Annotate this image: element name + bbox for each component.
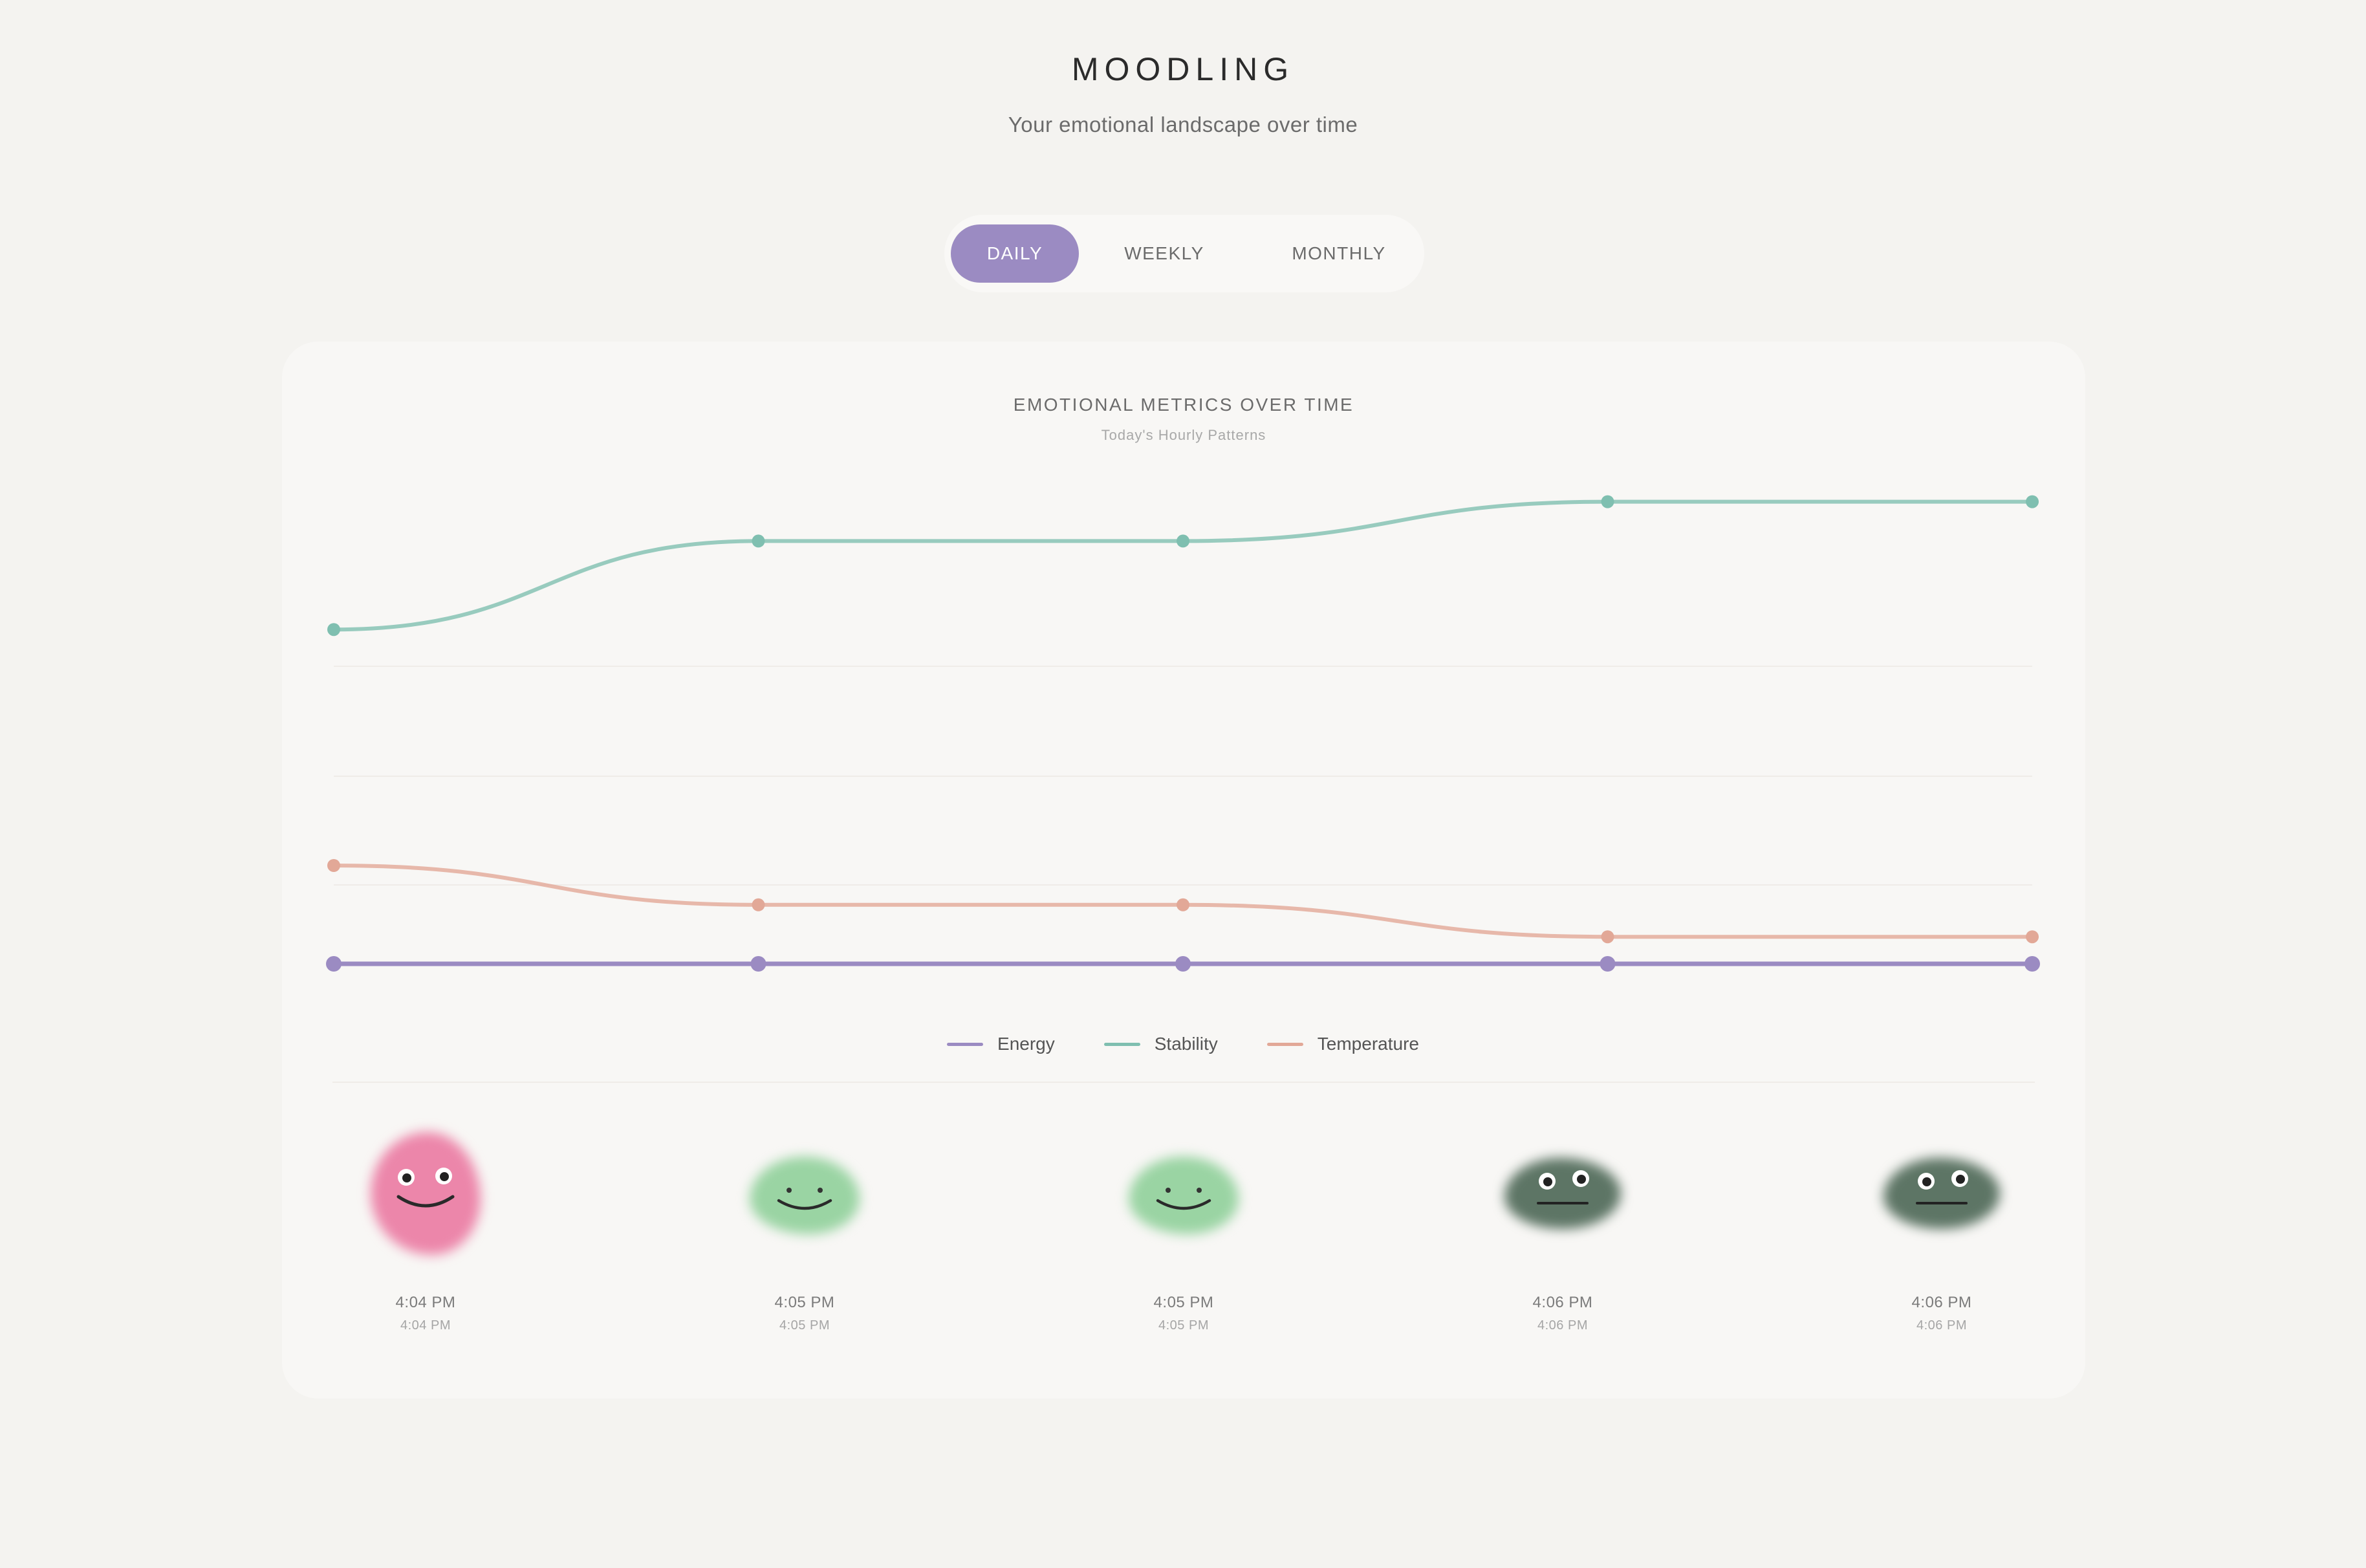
- legend-label-energy: Energy: [997, 1034, 1055, 1054]
- legend-label-stability: Stability: [1154, 1034, 1218, 1054]
- mood-blob: [1129, 1157, 1239, 1234]
- chart-subtitle: Today's Hourly Patterns: [1101, 427, 1266, 443]
- data-point-stability[interactable]: [1177, 534, 1189, 548]
- mood-time: 4:05 PM: [774, 1294, 835, 1311]
- mood-time: 4:06 PM: [1532, 1294, 1593, 1311]
- tab-weekly[interactable]: WEEKLY: [1124, 243, 1204, 263]
- mood-time: 4:06 PM: [1911, 1294, 1972, 1311]
- mood-blob: [371, 1132, 481, 1255]
- chart-series: [326, 495, 2040, 972]
- mood-entry[interactable]: 4:04 PM 4:04 PM: [342, 1113, 510, 1345]
- tab-monthly[interactable]: MONTHLY: [1292, 243, 1386, 263]
- mood-face-icon: [1156, 1188, 1211, 1210]
- view-switcher: DAILY WEEKLY MONTHLY: [944, 215, 1424, 292]
- legend-item-stability[interactable]: Stability: [1103, 1034, 1218, 1054]
- mood-blob-avatar[interactable]: [1479, 1113, 1647, 1281]
- data-point-temperature[interactable]: [1601, 930, 1614, 944]
- data-point-stability[interactable]: [327, 623, 340, 637]
- data-point-temperature[interactable]: [327, 859, 340, 872]
- legend-label-temperature: Temperature: [1317, 1034, 1419, 1054]
- data-point-energy[interactable]: [1600, 956, 1616, 972]
- chart-title: EMOTIONAL METRICS OVER TIME: [1013, 395, 1354, 415]
- mood-blob-avatar[interactable]: [1858, 1113, 2026, 1281]
- section-divider: [332, 1082, 2035, 1083]
- mood-blob-avatar[interactable]: [1100, 1113, 1268, 1281]
- data-point-temperature[interactable]: [2026, 930, 2039, 944]
- data-point-stability[interactable]: [2026, 495, 2039, 508]
- data-point-stability[interactable]: [1601, 495, 1614, 508]
- mood-face-icon: [1916, 1170, 1968, 1204]
- data-point-stability[interactable]: [752, 534, 765, 548]
- mood-time-secondary: 4:04 PM: [400, 1318, 451, 1333]
- data-point-temperature[interactable]: [1177, 898, 1189, 911]
- mood-time-secondary: 4:05 PM: [779, 1318, 830, 1333]
- legend-swatch-stability: [1103, 1042, 1140, 1046]
- mood-entry[interactable]: 4:05 PM 4:05 PM: [721, 1113, 889, 1345]
- app-title: MOODLING: [1071, 51, 1295, 87]
- mood-blob: [1504, 1158, 1621, 1229]
- data-point-energy[interactable]: [326, 956, 342, 972]
- mood-time: 4:05 PM: [1153, 1294, 1214, 1311]
- mood-time-secondary: 4:06 PM: [1537, 1318, 1588, 1333]
- mood-entry[interactable]: 4:06 PM 4:06 PM: [1479, 1113, 1647, 1345]
- mood-time-secondary: 4:05 PM: [1158, 1318, 1209, 1333]
- mood-blob-avatar[interactable]: [342, 1113, 510, 1281]
- mood-face-icon: [1537, 1170, 1589, 1204]
- data-point-energy[interactable]: [1175, 956, 1191, 972]
- mood-blob: [1883, 1158, 2000, 1229]
- app-subtitle: Your emotional landscape over time: [1008, 113, 1358, 136]
- series-line-stability: [332, 499, 2034, 632]
- mood-time: 4:04 PM: [395, 1294, 456, 1311]
- data-point-energy[interactable]: [2024, 956, 2040, 972]
- mood-entry[interactable]: 4:06 PM 4:06 PM: [1858, 1113, 2026, 1345]
- chart-grid: [334, 666, 2032, 886]
- mood-entry[interactable]: 4:05 PM 4:05 PM: [1100, 1113, 1268, 1345]
- line-chart: [326, 495, 2040, 972]
- data-point-energy[interactable]: [750, 956, 766, 972]
- legend-swatch-energy: [947, 1042, 984, 1046]
- mood-face-icon: [777, 1188, 832, 1210]
- mood-blob-avatar[interactable]: [721, 1113, 889, 1281]
- data-point-temperature[interactable]: [752, 898, 765, 911]
- mood-time-secondary: 4:06 PM: [1916, 1318, 1967, 1333]
- legend-item-energy[interactable]: Energy: [947, 1034, 1055, 1054]
- mood-face-icon: [396, 1168, 455, 1208]
- chart-legend: Energy Stability Temperature: [0, 1034, 2366, 1054]
- mood-blob: [750, 1157, 860, 1234]
- tab-daily[interactable]: DAILY: [951, 224, 1079, 283]
- legend-swatch-temperature: [1266, 1042, 1303, 1046]
- legend-item-temperature[interactable]: Temperature: [1266, 1034, 1419, 1054]
